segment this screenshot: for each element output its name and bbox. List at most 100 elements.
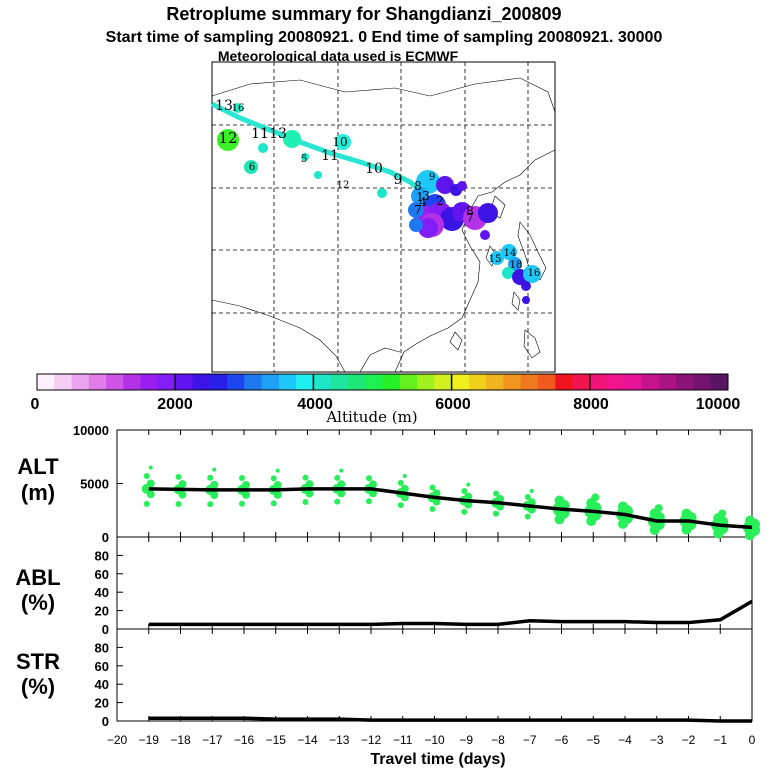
coastline-segment bbox=[359, 347, 401, 373]
alt-dot bbox=[334, 474, 341, 481]
colorbar-tick-label: 8000 bbox=[573, 396, 609, 413]
plume-cluster bbox=[521, 281, 531, 291]
map-day-label: 12 bbox=[218, 129, 237, 147]
colorbar-tick-label: 0 bbox=[31, 396, 40, 413]
alt-dot bbox=[681, 524, 692, 535]
alt-ytick-label: 10000 bbox=[73, 423, 109, 438]
alt-dot bbox=[334, 498, 341, 505]
str-ytick-label: 20 bbox=[95, 696, 109, 711]
colorbar-swatch bbox=[330, 374, 349, 390]
alt-dot bbox=[302, 474, 309, 481]
alt-dot bbox=[402, 474, 407, 479]
xaxis-tick-label: −11 bbox=[393, 733, 413, 747]
title-line2: Start time of sampling 20080921. 0 End t… bbox=[106, 29, 663, 46]
colorbar-swatch bbox=[244, 374, 263, 390]
alt-dot bbox=[493, 490, 499, 497]
abl-frame bbox=[116, 536, 753, 630]
plume-cluster bbox=[508, 257, 522, 271]
map-day-label: 12 bbox=[337, 180, 350, 191]
colorbar-label: Altitude (m) bbox=[325, 408, 417, 426]
alt-line bbox=[148, 487, 753, 530]
title-line1: Retroplume summary for Shangdianzi_20080… bbox=[166, 4, 561, 24]
plume-cluster bbox=[457, 181, 467, 191]
map-day-label: 16 bbox=[232, 103, 245, 114]
alt-dot bbox=[146, 490, 155, 499]
alt-dot bbox=[461, 508, 468, 515]
colorbar-swatch bbox=[658, 374, 677, 390]
colorbar-swatch bbox=[520, 374, 539, 390]
colorbar-swatch bbox=[486, 374, 504, 390]
plume-cluster bbox=[408, 202, 424, 218]
alt-dot bbox=[397, 502, 404, 509]
alt-dot bbox=[554, 514, 565, 525]
colorbar-swatch bbox=[693, 374, 712, 390]
plume-cluster bbox=[258, 143, 268, 153]
map-day-label: 5 bbox=[301, 154, 307, 165]
colorbar-swatch bbox=[572, 374, 591, 390]
colorbar-swatch bbox=[71, 374, 90, 390]
colorbar-swatch bbox=[37, 374, 55, 390]
alt-dot bbox=[718, 509, 727, 518]
plume-cluster bbox=[418, 218, 438, 238]
xaxis-tick-label: −6 bbox=[555, 733, 569, 747]
alt-dot bbox=[175, 500, 182, 507]
alt-dot bbox=[618, 518, 628, 529]
coastline-segment bbox=[211, 77, 556, 113]
alt-dot bbox=[713, 528, 724, 539]
alt-plume-dots bbox=[141, 465, 760, 541]
alt-dot bbox=[369, 489, 377, 498]
alt-dot bbox=[745, 530, 755, 541]
colorbar-swatch bbox=[555, 374, 574, 390]
alt-dot bbox=[212, 467, 217, 472]
abl-ytick-label: 80 bbox=[95, 548, 109, 563]
plume-centroid-line bbox=[210, 101, 427, 197]
alt-dot bbox=[529, 488, 534, 493]
colorbar-swatch bbox=[54, 374, 73, 390]
colorbar-swatch bbox=[607, 374, 625, 390]
plume-cluster bbox=[501, 244, 517, 260]
alt-dot bbox=[270, 475, 277, 482]
map-day-label: 15 bbox=[489, 254, 502, 265]
xaxis-tick-label: −8 bbox=[491, 733, 505, 747]
alt-label: ALT bbox=[17, 454, 59, 479]
alt-dot bbox=[466, 482, 471, 487]
xaxis-tick-label: −16 bbox=[234, 733, 255, 747]
coastline-segment bbox=[523, 329, 541, 359]
colorbar-swatch bbox=[296, 374, 314, 390]
str-unit: (%) bbox=[21, 674, 55, 699]
alt-dot bbox=[143, 500, 150, 507]
alt-dot bbox=[461, 487, 468, 494]
abl-ytick-label: 40 bbox=[95, 585, 109, 600]
alt-dot bbox=[302, 498, 309, 505]
map-day-label: 6 bbox=[249, 162, 255, 173]
plume-cluster bbox=[377, 188, 387, 198]
time-series: 1000050000ALT(m)806040200ABL(%)806040200… bbox=[15, 423, 760, 747]
abl-ytick-label: 20 bbox=[95, 604, 109, 619]
xaxis-tick-label: −14 bbox=[297, 733, 318, 747]
alt-dot bbox=[493, 510, 499, 517]
alt-dot bbox=[649, 524, 660, 535]
xaxis-tick-label: −2 bbox=[682, 733, 696, 747]
map-day-label: 8 bbox=[414, 179, 422, 193]
plume-cluster bbox=[436, 176, 454, 194]
abl-ytick-label: 0 bbox=[102, 622, 109, 637]
alt-dot bbox=[337, 489, 346, 498]
plume-cluster bbox=[480, 230, 490, 240]
colorbar-swatch bbox=[209, 374, 228, 390]
colorbar-swatch bbox=[537, 374, 556, 390]
coastline-segment bbox=[449, 331, 463, 351]
colorbar-tick-label: 10000 bbox=[696, 396, 741, 413]
xaxis-tick-label: −20 bbox=[107, 733, 128, 747]
xaxis-tick-label: −5 bbox=[586, 733, 600, 747]
alt-dot bbox=[366, 475, 372, 482]
plume-cluster bbox=[217, 129, 239, 151]
str-label: STR bbox=[16, 649, 60, 674]
colorbar-swatch bbox=[347, 374, 366, 390]
map-day-label: 11 bbox=[321, 148, 339, 164]
alt-dot bbox=[397, 479, 404, 486]
colorbar-swatch bbox=[676, 374, 694, 390]
alt-dot bbox=[175, 473, 182, 480]
xaxis-label: Travel time (days) bbox=[370, 751, 505, 768]
coastline-segment bbox=[517, 221, 547, 281]
